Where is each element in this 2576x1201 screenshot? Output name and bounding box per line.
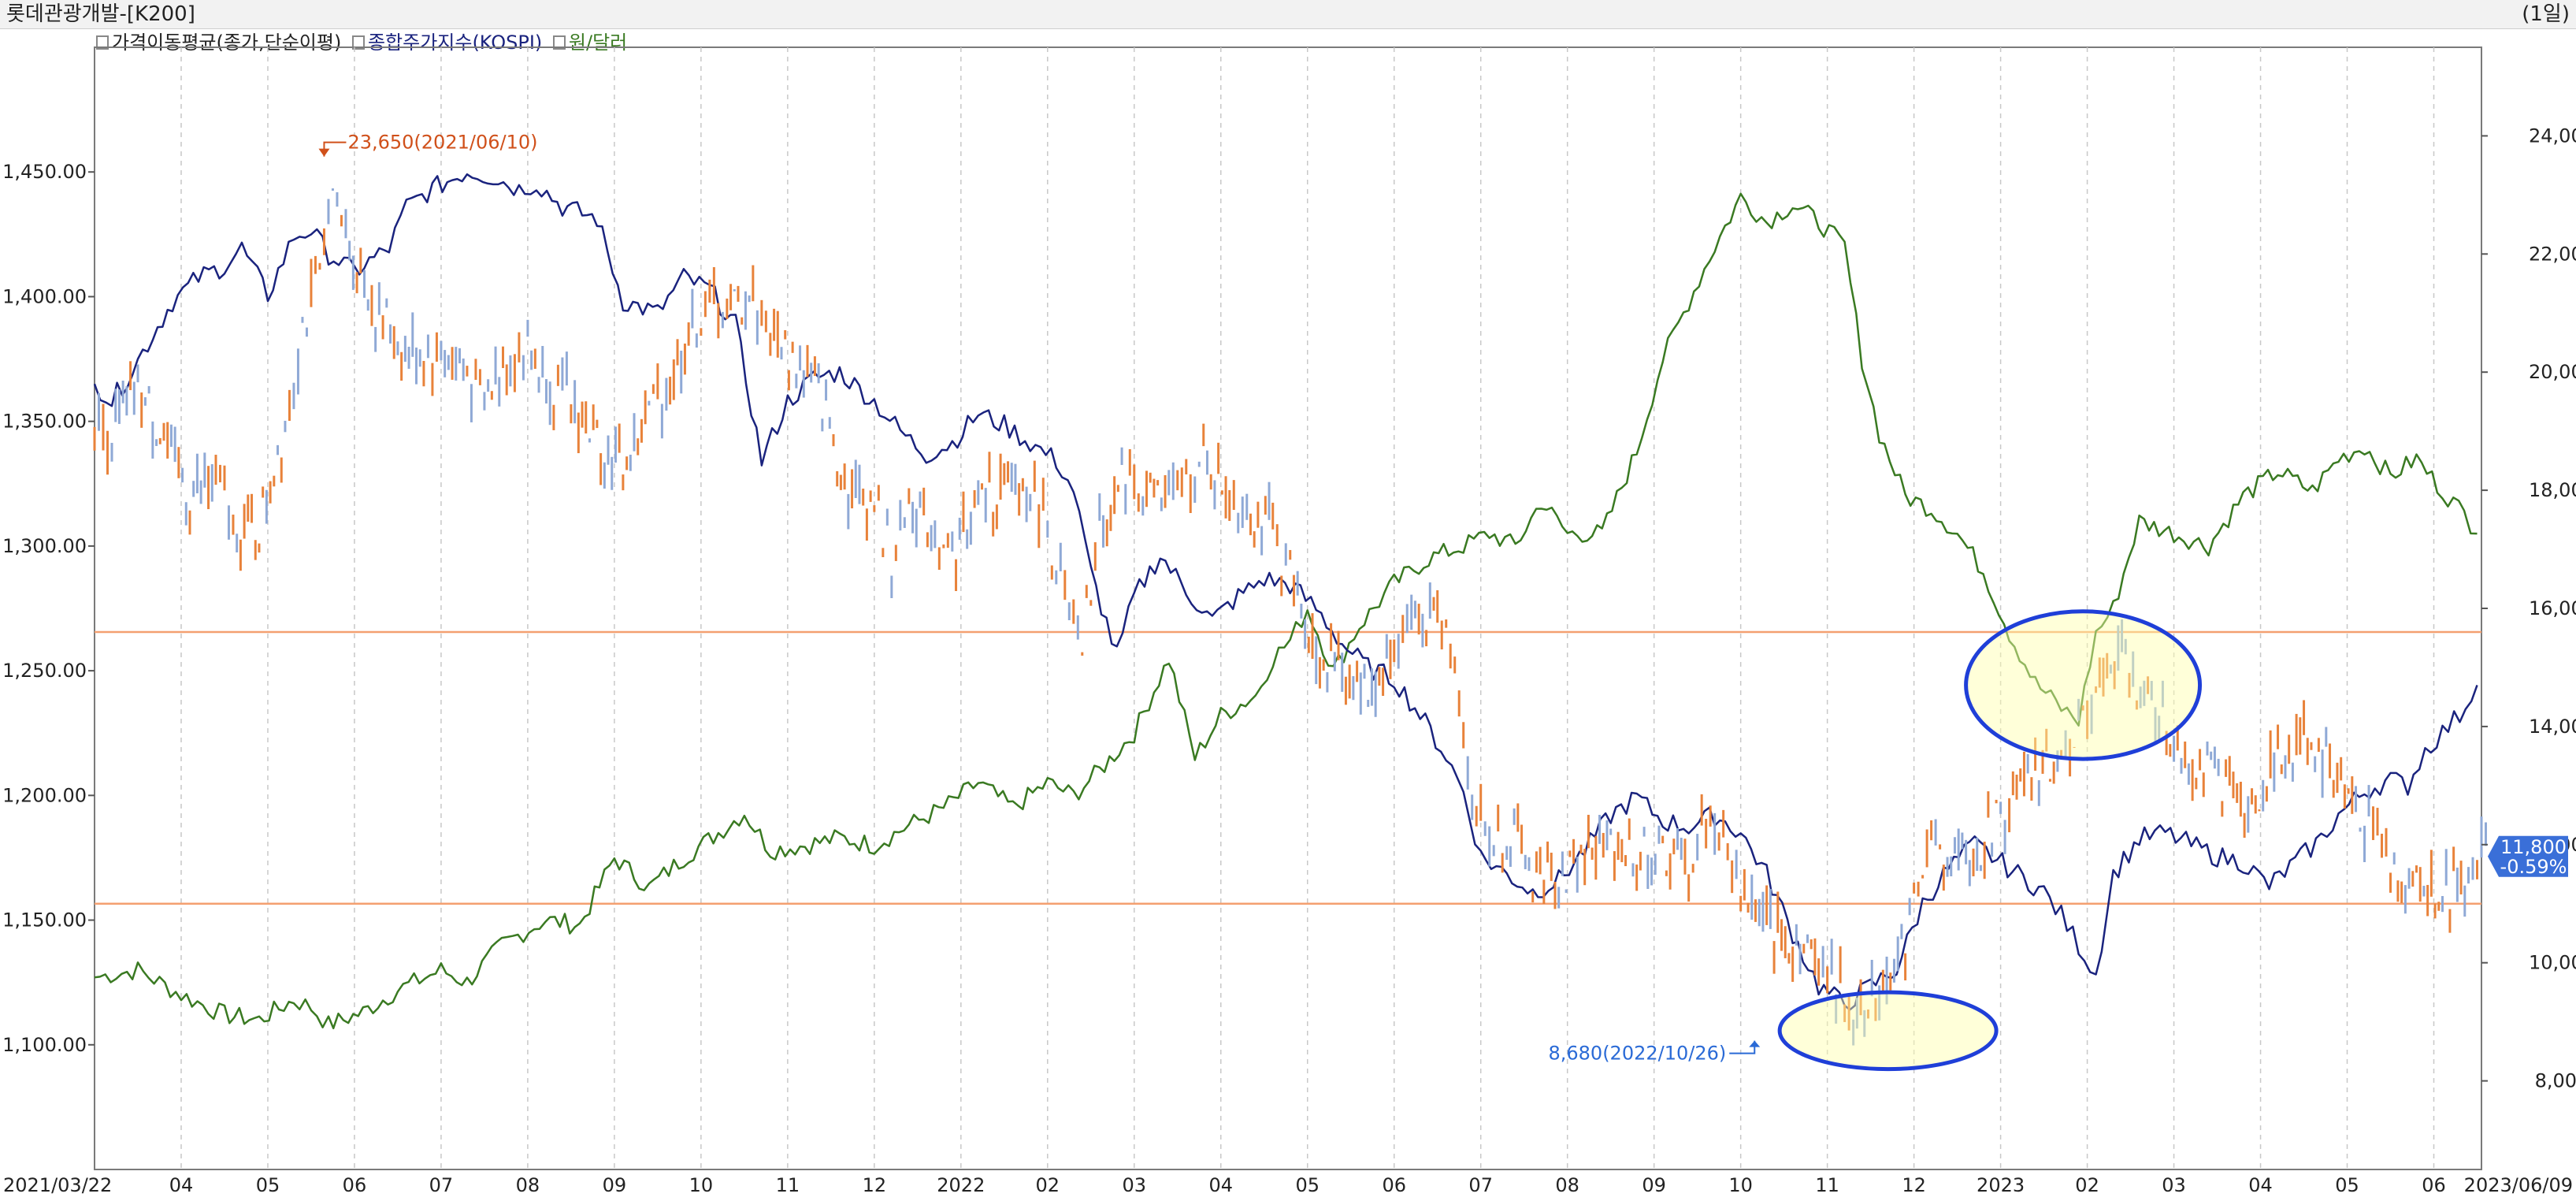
x-tick-label: 02 (2075, 1174, 2099, 1196)
x-tick-label: 05 (256, 1174, 280, 1196)
last-change-label: -0.59% (2500, 856, 2567, 878)
last-price-label: 11,800 (2500, 836, 2567, 858)
left-tick-label: 1,200.00 (2, 784, 87, 806)
x-tick-label: 05 (2335, 1174, 2359, 1196)
x-tick-label: 2022 (937, 1174, 985, 1196)
chart-legend: 가격이동평균(종가,단순이평) 종합주가지수(KOSPI) 원/달러 (96, 30, 632, 55)
legend-label: 종합주가지수(KOSPI) (367, 32, 543, 54)
window-title: 롯데관광개발-[K200] (6, 2, 195, 26)
left-tick-label: 1,450.00 (2, 161, 87, 183)
low-label: 8,680(2022/10/26) (1548, 1043, 1726, 1065)
right-tick-label: 10,000 (2529, 952, 2576, 974)
window-title-bar: 롯데관광개발-[K200] (1일) (0, 0, 2576, 29)
x-tick-label: 04 (1208, 1174, 1233, 1196)
x-tick-label: 12 (1902, 1174, 1926, 1196)
left-tick-label: 1,300.00 (2, 535, 87, 557)
x-tick-label: 11 (776, 1174, 800, 1196)
legend-item-kospi[interactable]: 종합주가지수(KOSPI) (351, 32, 543, 54)
legend-checkbox-icon[interactable] (96, 35, 109, 50)
right-tick-label: 8,000 (2535, 1070, 2576, 1092)
high-label: 23,650(2021/06/10) (347, 132, 537, 154)
x-tick-label: 11 (1815, 1174, 1839, 1196)
x-tick-label: 04 (169, 1174, 194, 1196)
grid-layer (94, 46, 2482, 1170)
x-tick-label: 10 (1728, 1174, 1753, 1196)
right-tick-label: 18,000 (2529, 479, 2576, 501)
legend-checkbox-icon[interactable] (552, 35, 566, 50)
x-end-label: 2023/06/09 (2464, 1174, 2573, 1196)
right-tick-label: 14,000 (2529, 716, 2576, 738)
last-price-tag (2488, 835, 2568, 877)
x-tick-label: 06 (1382, 1174, 1406, 1196)
x-tick-label: 08 (1555, 1174, 1579, 1196)
x-tick-label: 03 (2162, 1174, 2186, 1196)
highlight-ellipse (1964, 609, 2203, 761)
x-start-label: 2021/03/22 (3, 1174, 112, 1196)
right-tick-label: 24,000 (2529, 125, 2576, 147)
period-label[interactable]: (1일) (2522, 2, 2570, 26)
x-tick-label: 06 (2422, 1174, 2446, 1196)
right-tick-label: 22,000 (2529, 243, 2576, 265)
right-tick-label: 16,000 (2529, 597, 2576, 619)
x-tick-label: 12 (863, 1174, 887, 1196)
x-tick-label: 2023 (1977, 1174, 2025, 1196)
left-tick-label: 1,400.00 (2, 285, 87, 307)
plot-frame (94, 46, 2482, 1170)
annotations: 23,650(2021/06/10) 8,680(2022/10/26) 11,80… (318, 132, 2568, 1065)
axes: 04 05 06 07 08 09 10 11 12 2022 02 03 04 05 06 07 08 09 10… (2, 125, 2576, 1196)
legend-label: 가격이동평균(종가,단순이평) (112, 32, 342, 54)
x-tick-label: 05 (1295, 1174, 1320, 1196)
x-tick-label: 07 (429, 1174, 454, 1196)
usdkrw-line (94, 192, 2478, 1030)
legend-item-moving-average[interactable]: 가격이동평균(종가,단순이평) (96, 32, 341, 54)
legend-item-usdkrw[interactable]: 원/달러 (552, 32, 628, 54)
left-tick-label: 1,100.00 (2, 1034, 87, 1056)
legend-label: 원/달러 (568, 32, 628, 54)
series-layer (93, 173, 2487, 1046)
low-marker-arrow (1749, 1040, 1761, 1047)
x-tick-label: 09 (1642, 1174, 1666, 1196)
x-tick-label: 03 (1123, 1174, 1147, 1196)
x-tick-label: 09 (603, 1174, 627, 1196)
left-tick-label: 1,350.00 (2, 411, 87, 433)
high-marker-arrow (318, 148, 330, 157)
x-tick-label: 10 (689, 1174, 714, 1196)
legend-checkbox-icon[interactable] (351, 35, 365, 50)
x-tick-label: 04 (2248, 1174, 2273, 1196)
kospi-line (93, 173, 2478, 1011)
left-tick-label: 1,250.00 (2, 660, 87, 682)
x-tick-label: 07 (1468, 1174, 1493, 1196)
horizontal-lines (95, 630, 2481, 905)
highlight-ellipses (1777, 609, 2203, 1072)
right-tick-label: 20,000 (2529, 361, 2576, 383)
x-tick-label: 02 (1036, 1174, 1060, 1196)
highlight-ellipse (1777, 990, 1999, 1072)
left-tick-label: 1,150.00 (2, 909, 87, 931)
x-tick-label: 08 (516, 1174, 540, 1196)
x-tick-label: 06 (343, 1174, 367, 1196)
